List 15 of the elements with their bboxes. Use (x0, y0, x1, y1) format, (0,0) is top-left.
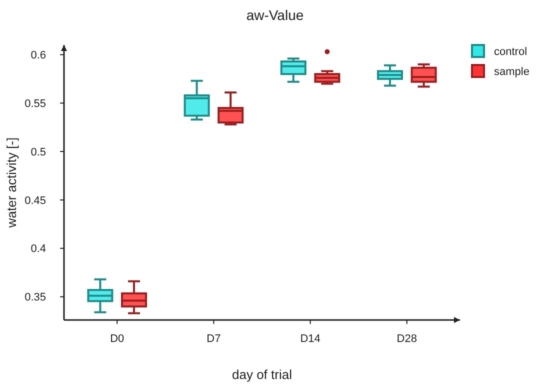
y-tick-label: 0.35 (24, 292, 46, 304)
x-tick-label: D14 (300, 333, 320, 345)
y-tick-label: 0.5 (30, 146, 46, 158)
x-tick-label: D28 (396, 333, 417, 345)
y-tick-label: 0.6 (30, 50, 46, 62)
legend-label: sample (494, 66, 530, 78)
x-tick-label: D0 (110, 333, 124, 345)
x-axis-title: day of trial (232, 367, 292, 382)
y-axis-title: water activity [-] (4, 137, 19, 229)
x-tick-label: D7 (206, 333, 221, 345)
y-tick-label: 0.45 (24, 194, 46, 207)
legend-label: control (494, 46, 528, 58)
chart-title: aw-Value (246, 7, 304, 23)
y-tick-label: 0.55 (24, 98, 46, 110)
y-tick-label: 0.4 (30, 243, 46, 256)
